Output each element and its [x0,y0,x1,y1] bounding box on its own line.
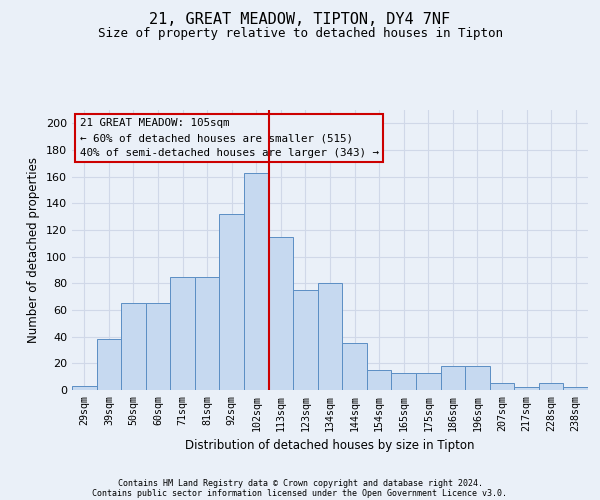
Bar [539,384,563,390]
X-axis label: Distribution of detached houses by size in Tipton: Distribution of detached houses by size … [185,439,475,452]
Bar [72,386,97,390]
Bar [244,172,269,390]
Bar [146,304,170,390]
Bar [97,340,121,390]
Bar [269,236,293,390]
Text: Contains HM Land Registry data © Crown copyright and database right 2024.: Contains HM Land Registry data © Crown c… [118,478,482,488]
Text: Contains public sector information licensed under the Open Government Licence v3: Contains public sector information licen… [92,488,508,498]
Bar [416,372,440,390]
Bar [391,372,416,390]
Bar [342,344,367,390]
Text: Size of property relative to detached houses in Tipton: Size of property relative to detached ho… [97,28,503,40]
Bar [195,276,220,390]
Text: 21, GREAT MEADOW, TIPTON, DY4 7NF: 21, GREAT MEADOW, TIPTON, DY4 7NF [149,12,451,28]
Bar [465,366,490,390]
Bar [318,284,342,390]
Bar [293,290,318,390]
Bar [563,388,588,390]
Text: 21 GREAT MEADOW: 105sqm
← 60% of detached houses are smaller (515)
40% of semi-d: 21 GREAT MEADOW: 105sqm ← 60% of detache… [80,118,379,158]
Bar [367,370,391,390]
Bar [514,388,539,390]
Y-axis label: Number of detached properties: Number of detached properties [28,157,40,343]
Bar [220,214,244,390]
Bar [121,304,146,390]
Bar [440,366,465,390]
Bar [490,384,514,390]
Bar [170,276,195,390]
